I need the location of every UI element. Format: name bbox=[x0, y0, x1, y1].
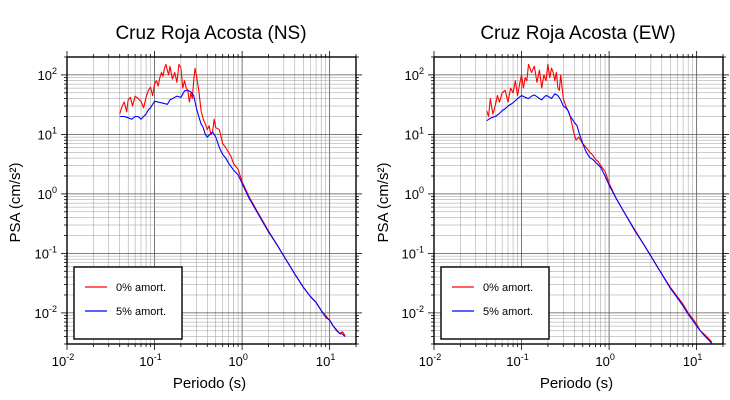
x-tick-exp: -2 bbox=[66, 352, 74, 362]
legend-label: 5% amort. bbox=[483, 306, 533, 318]
legend-label: 0% amort. bbox=[483, 282, 533, 294]
chart-title: Cruz Roja Acosta (NS) bbox=[115, 23, 306, 44]
legend-box bbox=[440, 266, 550, 340]
y-tick-label: 10-2 bbox=[402, 304, 424, 321]
y-tick-exp: -1 bbox=[49, 244, 57, 254]
legend-box bbox=[73, 266, 183, 340]
series-group bbox=[486, 63, 713, 345]
legend-label: 5% amort. bbox=[116, 306, 166, 318]
y-tick-base: 10 bbox=[402, 246, 416, 261]
x-tick-label: 101 bbox=[683, 352, 702, 369]
x-tick-base: 10 bbox=[52, 354, 66, 369]
grid bbox=[66, 56, 357, 345]
y-tick-exp: 2 bbox=[419, 66, 424, 76]
y-tick-label: 10-1 bbox=[35, 244, 57, 261]
y-tick-base: 10 bbox=[405, 68, 419, 83]
y-tick-label: 102 bbox=[38, 66, 57, 83]
y-tick-base: 10 bbox=[405, 127, 419, 142]
y-tick-base: 10 bbox=[38, 127, 52, 142]
y-tick-base: 10 bbox=[35, 246, 49, 261]
y-tick-label: 102 bbox=[405, 66, 424, 83]
legend-label: 0% amort. bbox=[116, 282, 166, 294]
y-tick-label: 100 bbox=[405, 185, 424, 202]
x-axis-label: Periodo (s) bbox=[540, 375, 613, 392]
x-tick-base: 10 bbox=[506, 354, 520, 369]
x-tick-exp: 0 bbox=[243, 352, 248, 362]
y-tick-label: 101 bbox=[405, 125, 424, 142]
y-tick-exp: 0 bbox=[52, 185, 57, 195]
chart-panel-0: Cruz Roja Acosta (NS)10-2 10-1 100 10110210… bbox=[7, 23, 362, 392]
y-tick-exp: -1 bbox=[416, 244, 424, 254]
x-axis-label: Periodo (s) bbox=[173, 375, 246, 392]
y-tick-label: 101 bbox=[38, 125, 57, 142]
chart-title: Cruz Roja Acosta (EW) bbox=[480, 23, 675, 44]
y-tick-base: 10 bbox=[402, 306, 416, 321]
x-tick-exp: 1 bbox=[330, 352, 335, 362]
y-tick-label: 10-1 bbox=[402, 244, 424, 261]
x-tick-label: 10-2 bbox=[419, 352, 441, 369]
series-line-damped bbox=[119, 89, 346, 337]
x-tick-label: 100 bbox=[595, 352, 614, 369]
y-axis-label: PSA (cm/s²) bbox=[375, 162, 392, 242]
plot-frame bbox=[66, 56, 357, 345]
x-tick-exp: -1 bbox=[521, 352, 529, 362]
x-tick-base: 10 bbox=[683, 354, 697, 369]
x-tick-label: 10-2 bbox=[52, 352, 74, 369]
x-tick-label: 10-1 bbox=[506, 352, 528, 369]
y-tick-base: 10 bbox=[38, 187, 52, 202]
y-tick-label: 100 bbox=[38, 185, 57, 202]
y-tick-exp: 2 bbox=[52, 66, 57, 76]
x-tick-exp: 0 bbox=[610, 352, 615, 362]
x-tick-label: 100 bbox=[228, 352, 247, 369]
legend: 0% amort. 5% amort. bbox=[440, 266, 550, 340]
y-tick-exp: 0 bbox=[419, 185, 424, 195]
y-tick-base: 10 bbox=[405, 187, 419, 202]
series-line-damped bbox=[486, 93, 713, 345]
plot-frame bbox=[433, 56, 724, 345]
y-tick-base: 10 bbox=[35, 306, 49, 321]
x-tick-base: 10 bbox=[419, 354, 433, 369]
x-tick-exp: -1 bbox=[154, 352, 162, 362]
y-tick-base: 10 bbox=[38, 68, 52, 83]
x-tick-base: 10 bbox=[595, 354, 609, 369]
y-tick-exp: 1 bbox=[419, 125, 424, 135]
y-axis-label: PSA (cm/s²) bbox=[7, 162, 24, 242]
legend: 0% amort. 5% amort. bbox=[73, 266, 183, 340]
x-tick-exp: 1 bbox=[697, 352, 702, 362]
x-tick-base: 10 bbox=[139, 354, 153, 369]
y-tick-exp: -2 bbox=[416, 304, 424, 314]
x-tick-label: 10-1 bbox=[139, 352, 161, 369]
x-tick-base: 10 bbox=[316, 354, 330, 369]
series-group bbox=[119, 63, 346, 337]
y-tick-label: 10-2 bbox=[35, 304, 57, 321]
y-tick-exp: -2 bbox=[49, 304, 57, 314]
x-tick-exp: -2 bbox=[433, 352, 441, 362]
x-tick-base: 10 bbox=[228, 354, 242, 369]
y-tick-exp: 1 bbox=[52, 125, 57, 135]
chart-panel-1: Cruz Roja Acosta (EW)10-2 10-1 100 10110210… bbox=[375, 23, 729, 392]
x-tick-label: 101 bbox=[316, 352, 335, 369]
